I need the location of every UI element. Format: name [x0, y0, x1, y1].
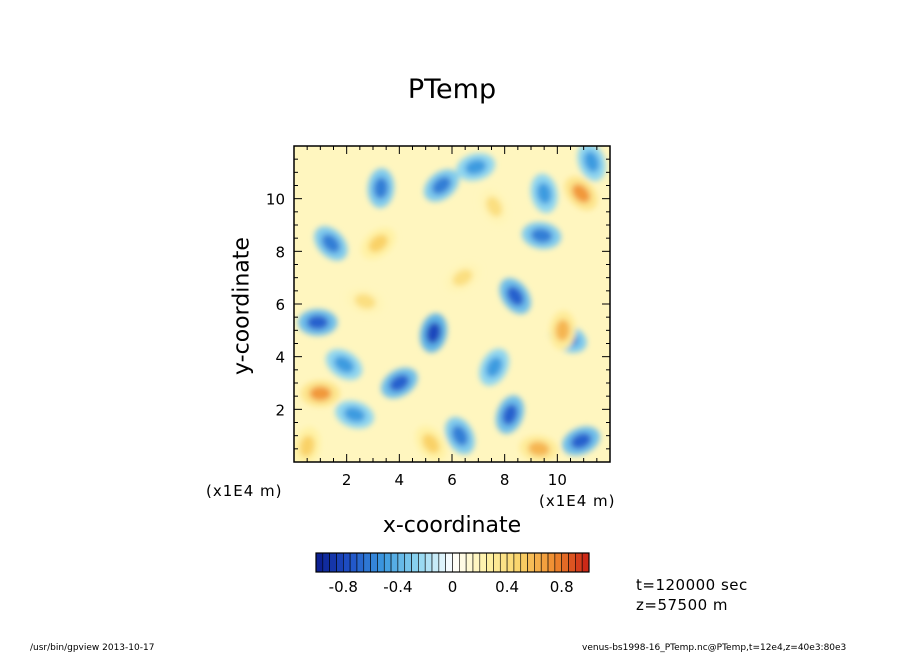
warm-anomaly [444, 262, 481, 293]
colorbar-level [547, 552, 556, 573]
warm-anomaly [564, 176, 598, 211]
cold-anomaly [577, 146, 606, 181]
x-tick-label: 4 [395, 471, 405, 489]
colorbar-level [506, 552, 515, 573]
cold-anomaly [456, 153, 496, 181]
x-tick-label: 6 [447, 471, 457, 489]
y-tick-label: 4 [275, 349, 285, 367]
colorbar-level [438, 552, 446, 573]
colorbar-level [452, 552, 460, 573]
colorbar-level [342, 552, 351, 573]
colorbar-level [424, 552, 433, 573]
y-axis-label: y-coordinate [229, 237, 255, 375]
colorbar: -0.8 -0.4 0 0.4 0.8 [315, 552, 590, 596]
colorbar-level [527, 552, 535, 573]
colorbar-level [540, 552, 549, 573]
height-annotation: z=57500 m [636, 596, 729, 614]
colorbar-level [520, 552, 528, 573]
colorbar-level [329, 552, 337, 573]
x-tick-label: 8 [500, 471, 510, 489]
colorbar-level [397, 552, 406, 573]
colorbar-level [493, 552, 501, 573]
colorbar-level [377, 552, 385, 573]
colorbar-level [581, 552, 590, 573]
colorbar-level [315, 552, 324, 573]
x-tick-label: 2 [342, 471, 352, 489]
colorbar-frame [315, 552, 590, 573]
colorbar-level [534, 552, 542, 573]
colorbar-level [445, 552, 453, 573]
y-axis: 2 4 6 8 10 [266, 158, 610, 450]
colorbar-level [418, 552, 426, 573]
footer-source: venus-bs1998-16_PTemp.nc@PTemp,t=12e4,z=… [582, 643, 847, 653]
colorbar-level [554, 552, 562, 573]
y-tick-label: 8 [275, 243, 285, 261]
cold-anomaly [424, 169, 459, 202]
warm-anomaly [345, 287, 385, 316]
cold-anomaly [367, 168, 395, 208]
colorbar-level [390, 552, 399, 573]
time-annotation: t=120000 sec [636, 576, 748, 594]
colorbar-level [472, 552, 481, 573]
colorbar-tick-label: 0 [448, 578, 458, 596]
cold-anomaly [314, 226, 348, 261]
x-axis: 2 4 6 8 10 [306, 146, 598, 489]
cold-anomaly [479, 348, 510, 386]
x-tick-label: 10 [548, 471, 567, 489]
footer-command: /usr/bin/gpview 2013-10-17 [30, 643, 155, 653]
colorbar-level [575, 552, 583, 573]
warm-anomaly [300, 380, 341, 407]
cold-anomaly [381, 367, 418, 399]
colorbar-level [411, 552, 419, 573]
warm-anomaly [549, 310, 576, 351]
cold-anomaly [495, 395, 525, 434]
cold-anomaly [521, 222, 562, 249]
colorbar-level [363, 552, 371, 573]
colorbar-tick-label: -0.4 [383, 578, 412, 596]
colorbar-level [479, 552, 487, 573]
cold-anomaly [562, 426, 600, 456]
colorbar-level [499, 552, 508, 573]
anomaly-layer [294, 146, 606, 462]
cold-anomaly [420, 313, 448, 353]
colorbar-level [561, 552, 569, 573]
colorbar-level [568, 552, 576, 573]
chart-title: PTemp [407, 74, 497, 105]
cold-anomaly [325, 349, 363, 380]
colorbar-tick-label: -0.8 [329, 578, 358, 596]
colorbar-level [370, 552, 378, 573]
colorbar-level [356, 552, 365, 573]
x-axis-label-text: x-coordinate [382, 513, 522, 538]
y-tick-label: 10 [266, 191, 285, 209]
colorbar-level [383, 552, 392, 573]
colorbar-tick-label: 0.8 [550, 578, 574, 596]
colorbar-level [486, 552, 494, 573]
cold-anomaly [445, 417, 475, 455]
colorbar-level [404, 552, 412, 573]
warm-anomaly [415, 425, 447, 462]
heatmap-field [294, 146, 610, 462]
cold-anomaly [335, 400, 374, 429]
y-tick-label: 6 [275, 296, 285, 314]
warm-anomaly [479, 187, 509, 226]
colorbar-level [322, 552, 330, 573]
colorbar-level [431, 552, 440, 573]
warm-anomaly [360, 227, 396, 260]
y-tick-label: 2 [275, 401, 285, 419]
colorbar-tick-label: 0.4 [495, 578, 519, 596]
x-axis-label: x-coordinate [0, 513, 904, 538]
colorbar-level [349, 552, 358, 573]
colorbar-level [513, 552, 522, 573]
cold-anomaly [499, 278, 531, 314]
y-axis-scale-label: (x1E4 m) [206, 482, 283, 500]
colorbar-level [465, 552, 474, 573]
warm-anomaly [519, 435, 559, 462]
colorbar-level [336, 552, 344, 573]
x-axis-scale-label: (x1E4 m) [539, 492, 616, 510]
colorbar-level [459, 552, 467, 573]
warm-anomaly [294, 426, 321, 462]
cold-anomaly [530, 173, 558, 213]
cold-anomaly [297, 309, 338, 336]
